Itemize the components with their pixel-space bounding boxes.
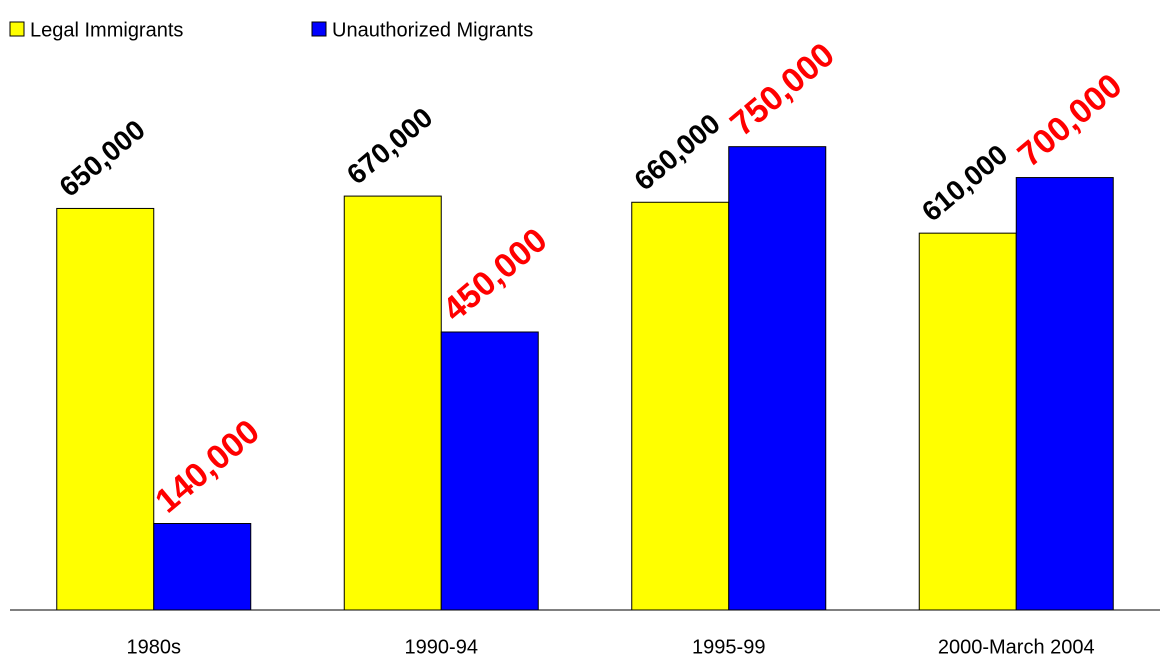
data-label: 700,000 (1011, 66, 1130, 174)
x-tick-label: 2000-March 2004 (938, 636, 1095, 658)
x-tick-label: 1980s (127, 636, 182, 658)
data-label: 610,000 (916, 139, 1013, 228)
bar (440, 331, 539, 611)
legend-swatch (311, 21, 327, 37)
data-label: 650,000 (53, 114, 150, 203)
legend-label: Unauthorized Migrants (332, 19, 533, 41)
data-label: 750,000 (723, 36, 842, 144)
data-label: 670,000 (341, 102, 438, 191)
data-label: 140,000 (148, 412, 267, 520)
legend-label: Legal Immigrants (30, 19, 183, 41)
bar (728, 146, 827, 611)
data-label: 450,000 (436, 221, 555, 329)
bar (343, 195, 442, 611)
bar (153, 523, 252, 611)
bar (1015, 177, 1114, 611)
bar (631, 201, 730, 611)
data-label: 660,000 (628, 108, 725, 197)
legend-swatch (9, 21, 25, 37)
x-tick-label: 1990-94 (405, 636, 478, 658)
bar (56, 207, 155, 611)
x-tick-label: 1995-99 (692, 636, 765, 658)
bar (918, 232, 1017, 611)
